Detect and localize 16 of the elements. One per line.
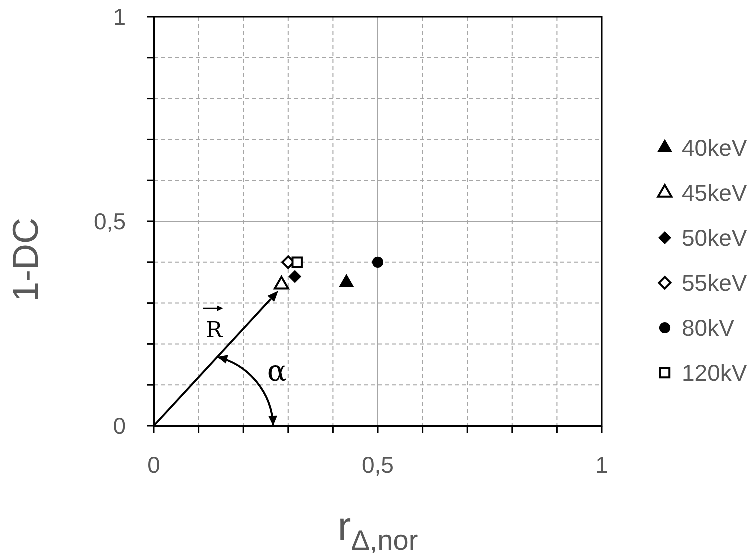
annotation: R (206, 318, 224, 344)
y-axis-title: 1-DC (5, 218, 46, 302)
annotation: α (267, 354, 287, 388)
x-tick-label: 1 (596, 452, 608, 478)
legend-label: 80kV (682, 315, 736, 341)
y-tick-label: 1 (113, 4, 126, 30)
x-axis-title: r$_{Δ,nor}$ (338, 505, 418, 553)
y-tick-label: 0 (113, 413, 126, 439)
legend-label: 40keV (682, 135, 748, 161)
legend-label: 50keV (682, 225, 748, 251)
x-tick-label: 0,5 (362, 452, 394, 478)
y-tick-label: 0,5 (94, 208, 126, 234)
legend-label: 55keV (682, 270, 748, 296)
legend-label: 120kV (682, 360, 748, 386)
legend-label: 45keV (682, 180, 748, 206)
x-tick-label: 0 (148, 452, 160, 478)
